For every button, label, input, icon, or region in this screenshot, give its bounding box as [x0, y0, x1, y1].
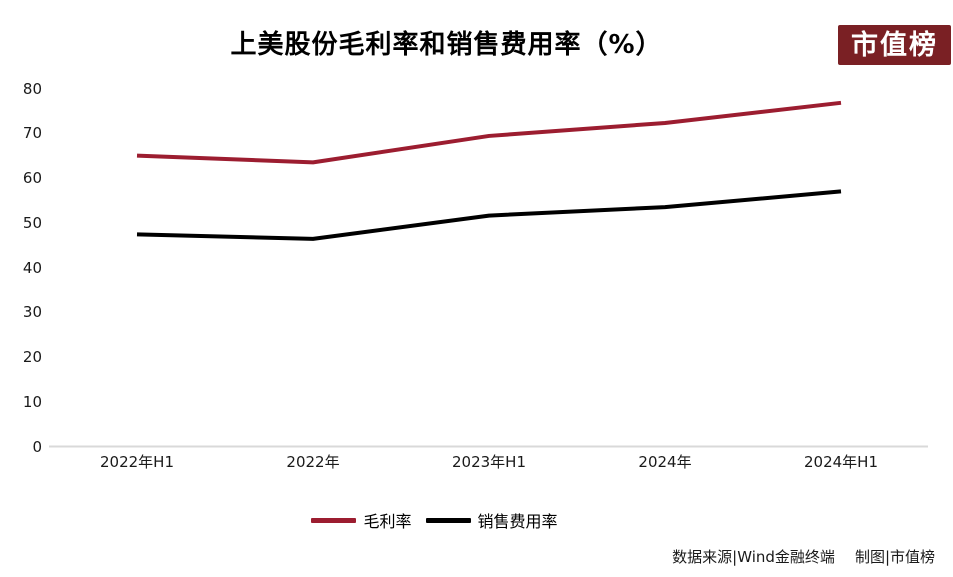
x-tick-label: 2022年H1 [100, 453, 174, 471]
legend-item-1: 销售费用率 [425, 508, 558, 532]
y-tick-label: 70 [22, 124, 42, 143]
x-tick-label: 2023年H1 [452, 453, 526, 471]
y-tick-label: 60 [22, 169, 42, 187]
y-tick-label: 20 [22, 348, 42, 366]
y-tick-label: 40 [22, 258, 42, 277]
series-line-1 [136, 189, 842, 241]
x-tick-label: 2024年H1 [804, 453, 878, 471]
chart-credit-label: 制图|市值榜 [854, 548, 935, 566]
chart-title: 上美股份毛利率和销售费用率（%） [230, 30, 663, 60]
brand-logo: 市值榜 [838, 25, 951, 65]
y-tick-label: 0 [32, 437, 42, 456]
data-source-label: 数据来源|Wind金融终端 [672, 548, 835, 566]
legend-label: 销售费用率 [477, 512, 558, 531]
legend-swatch [425, 517, 471, 523]
series-line-0 [136, 100, 842, 165]
footer: 数据来源|Wind金融终端 制图|市值榜 [672, 546, 935, 567]
legend-swatch [311, 517, 357, 523]
x-tick-label: 2022年 [286, 453, 340, 471]
brand-logo-text: 市值榜 [851, 29, 938, 61]
legend-label: 毛利率 [363, 512, 412, 531]
y-tick-label: 30 [22, 303, 42, 322]
y-tick-label: 10 [22, 392, 42, 411]
y-tick-label: 50 [22, 213, 42, 232]
chart-legend: 毛利率 销售费用率 [0, 508, 869, 532]
legend-item-0: 毛利率 [311, 508, 412, 532]
y-tick-label: 80 [22, 79, 42, 98]
x-tick-label: 2024年 [638, 453, 692, 471]
